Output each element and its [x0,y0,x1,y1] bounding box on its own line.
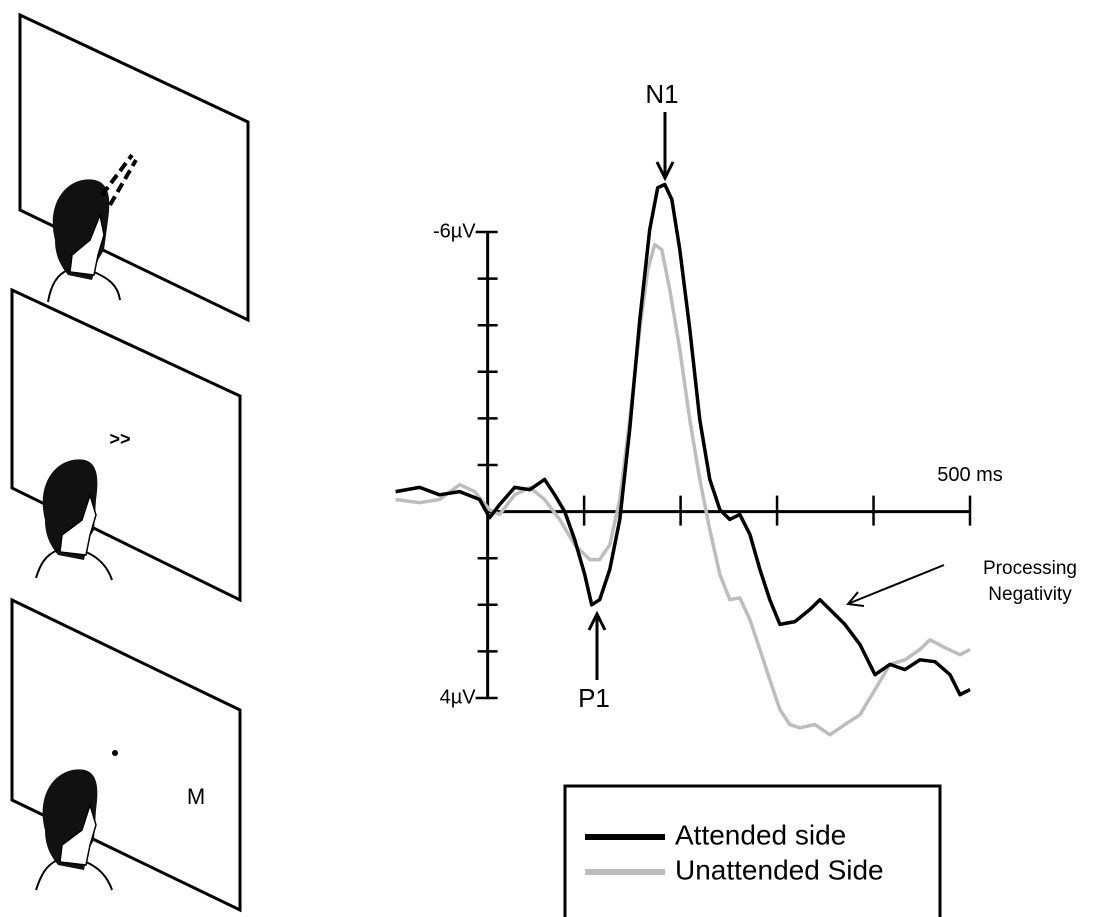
series-line [396,245,970,735]
fixation-dot [112,750,118,756]
illustration [12,15,248,910]
series-line [396,185,970,695]
y-tick-label: 4µV [440,686,477,708]
page: >> M N1 P1 Attended sideUnattended Side … [0,0,1104,917]
cue-text: >> [109,429,130,449]
figure: >> M N1 P1 Attended sideUnattended Side … [0,0,1104,917]
arrow [589,614,605,680]
screen-panel [20,15,248,320]
legend: Attended side Unattended Side [585,819,884,885]
x-tick-label: 500 ms [937,464,1003,486]
target-text: M [187,784,205,809]
p1-label: P1 [578,683,610,713]
processing-negativity-label: Processing Negativity [955,556,1104,608]
legend-box [565,786,940,917]
legend-label: Attended side [675,819,846,850]
screen-panel [12,600,240,910]
y-tick-label: -6µV [433,220,476,242]
arrow [657,112,673,178]
arrow [848,565,944,606]
n1-label: N1 [645,79,678,109]
legend-label: Unattended Side [675,854,884,885]
